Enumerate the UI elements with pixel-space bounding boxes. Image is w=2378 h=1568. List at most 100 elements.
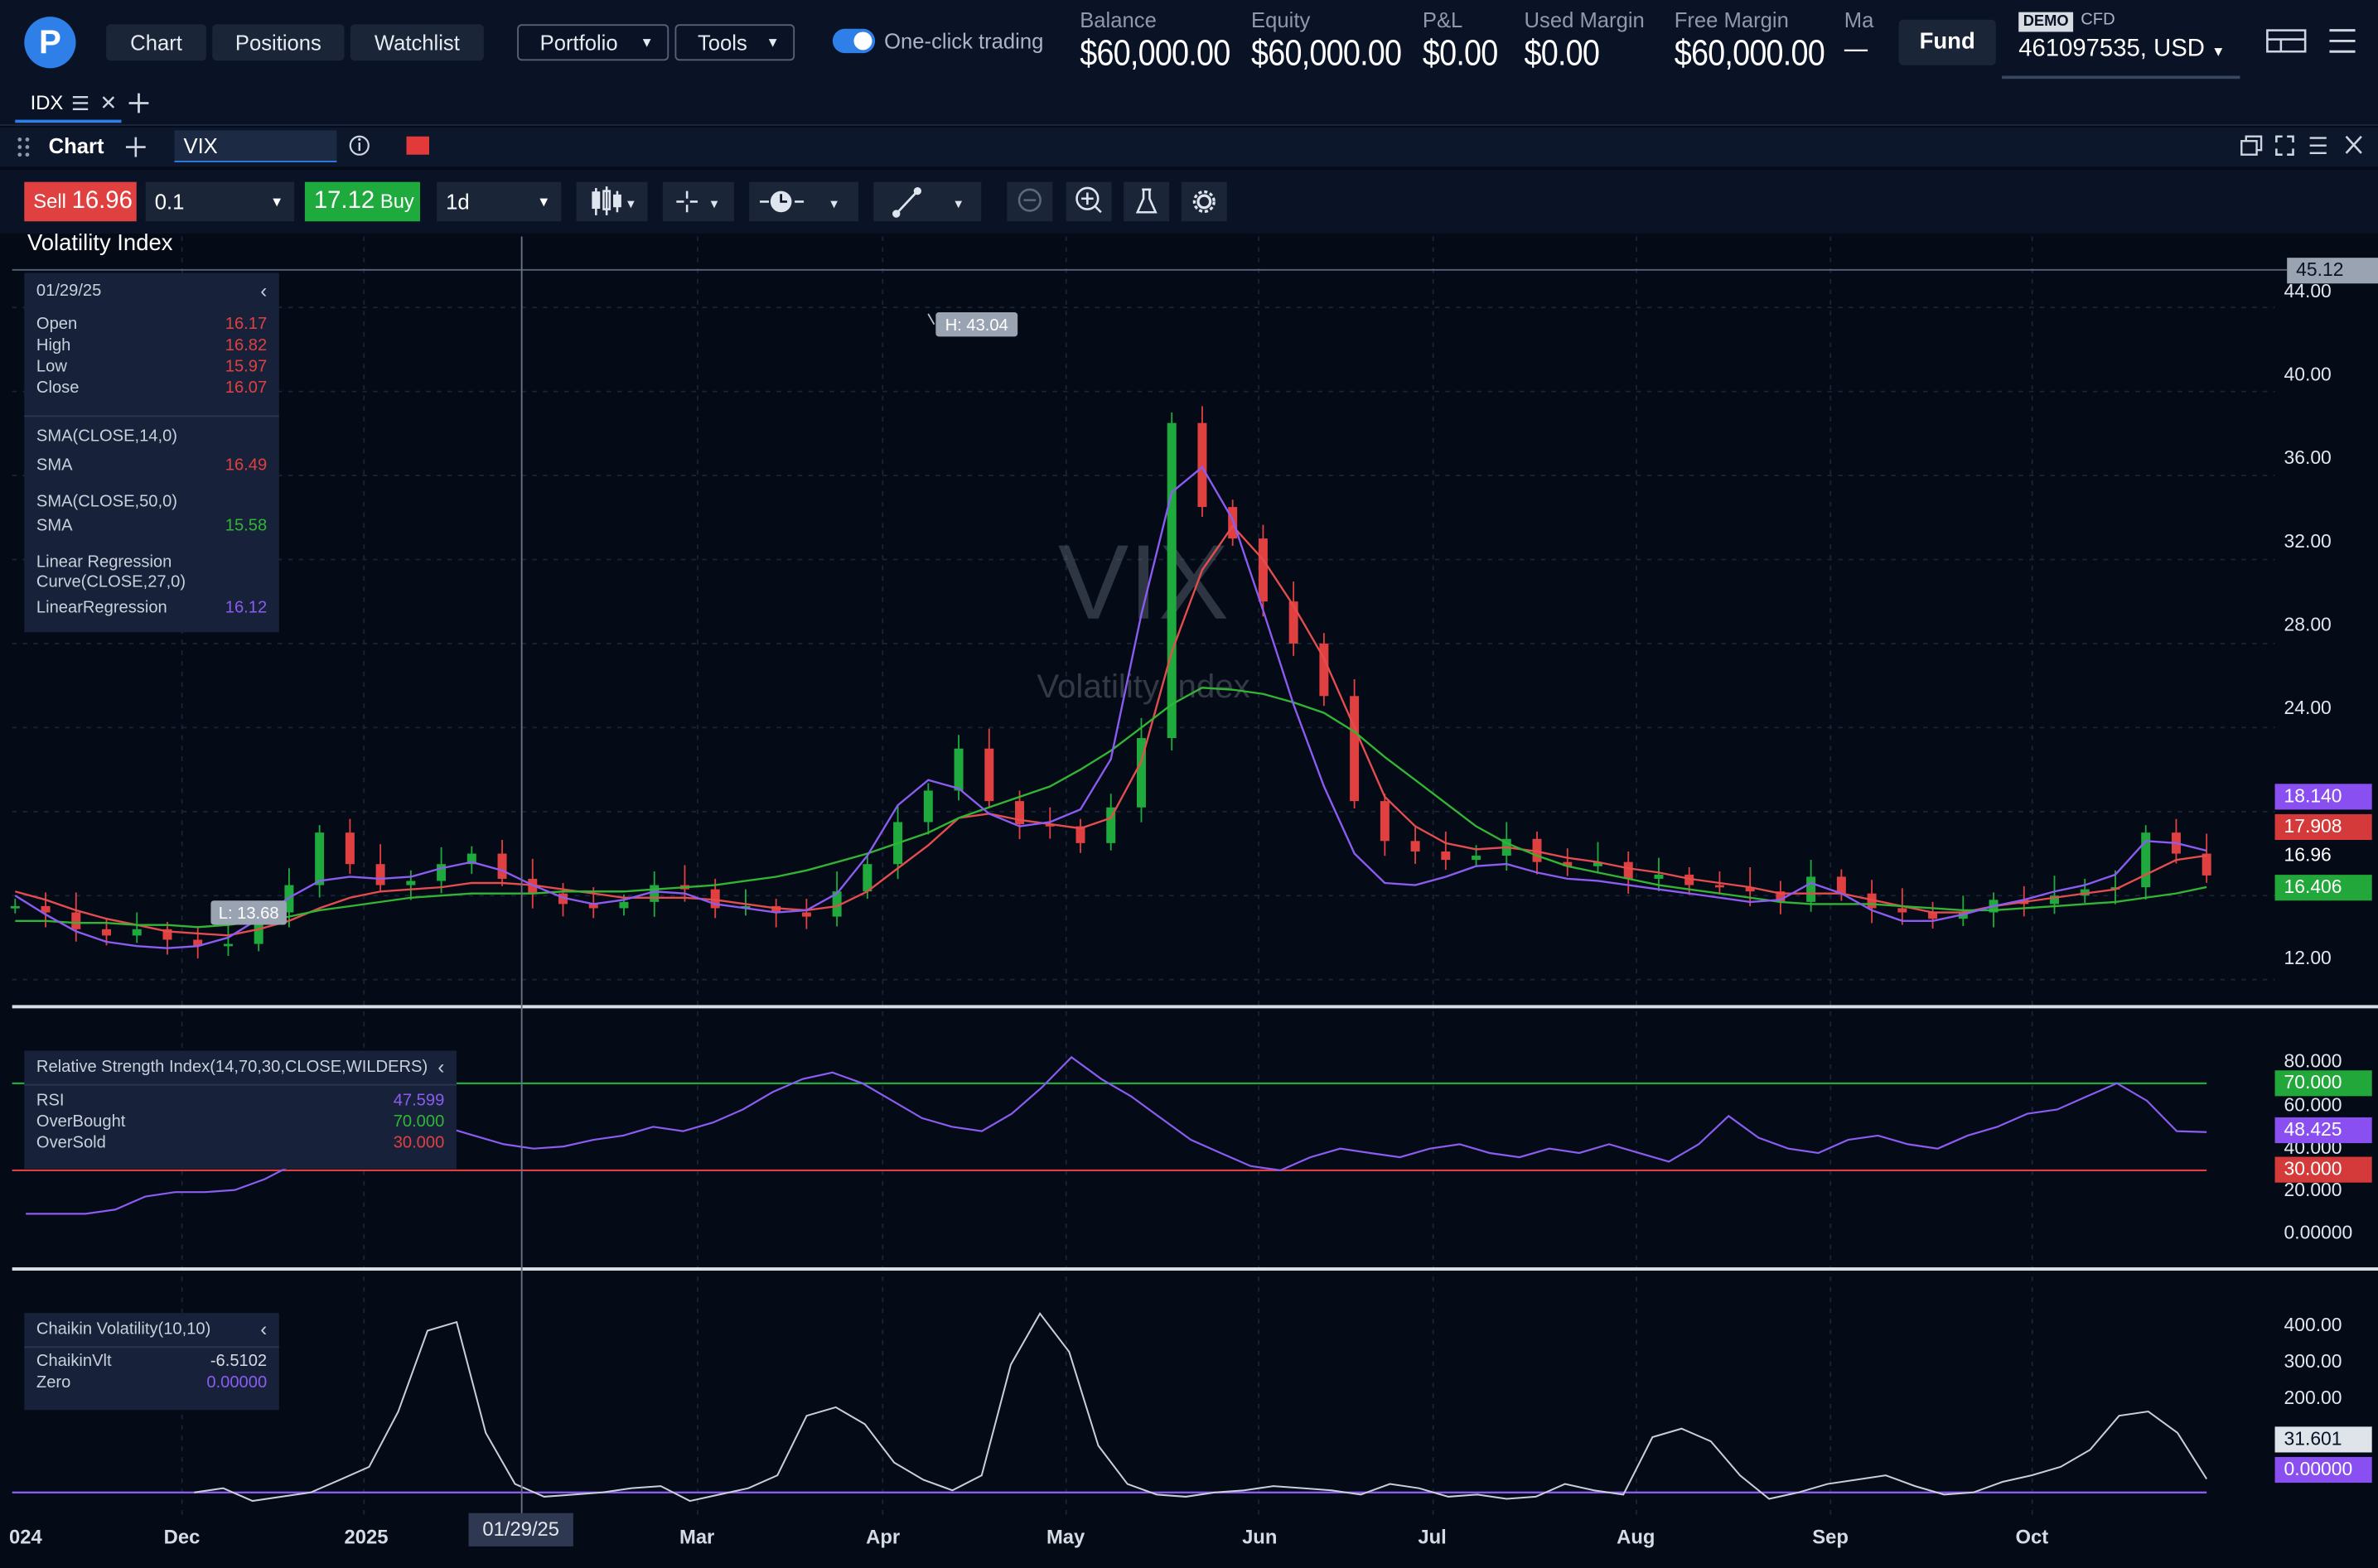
- date-label: Mar: [679, 1525, 715, 1548]
- candle-body: [102, 929, 111, 936]
- candle-body: [406, 880, 416, 885]
- candle-body: [315, 832, 325, 885]
- symbol-input[interactable]: VIX: [174, 130, 337, 162]
- candle-body: [588, 904, 598, 909]
- drawing-tool[interactable]: [873, 181, 982, 222]
- portfolio-dropdown[interactable]: Portfolio ▼: [517, 24, 669, 61]
- candle-body: [1532, 838, 1542, 862]
- color-flag-icon[interactable]: [406, 136, 429, 155]
- candle-body: [1197, 422, 1207, 508]
- lr-label: LinearRegression: [36, 598, 167, 617]
- candle-body: [10, 905, 20, 909]
- candle-body: [1836, 876, 1846, 894]
- chevron-down-icon: ▼: [269, 194, 284, 210]
- brand-logo-icon[interactable]: P: [24, 17, 76, 69]
- candle-body: [1593, 861, 1602, 866]
- add-chart-icon[interactable]: [125, 137, 146, 157]
- popout-icon[interactable]: [2240, 135, 2263, 156]
- maximize-icon[interactable]: [2275, 135, 2294, 156]
- zero-label: Zero: [36, 1373, 71, 1392]
- chart-window-header: Chart VIX: [0, 127, 2378, 167]
- candle-body: [1106, 807, 1116, 843]
- candle-body: [2202, 853, 2211, 876]
- candle-body: [1928, 912, 1938, 919]
- candle-body: [71, 912, 81, 929]
- close-label: Close: [36, 379, 80, 398]
- tab-icons: [72, 93, 149, 113]
- crosshair-tool[interactable]: [662, 181, 734, 222]
- tab-menu-icon[interactable]: [72, 95, 89, 110]
- candle-body: [954, 748, 964, 791]
- rsi-tag-overbought: 70.000: [2274, 1070, 2372, 1097]
- account-selector[interactable]: DEMO CFD 461097535, USD ▼: [2002, 3, 2240, 80]
- chart-window-title: Chart: [48, 133, 104, 158]
- top-bar: P Chart Positions Watchlist Portfolio ▼ T…: [0, 0, 2378, 85]
- fund-button[interactable]: Fund: [1898, 19, 1996, 65]
- rsi-axis-label: 60.000: [2284, 1094, 2342, 1117]
- nav-watchlist-button[interactable]: Watchlist: [350, 24, 484, 61]
- chevron-down-icon: ▼: [766, 35, 780, 51]
- date-label: Apr: [866, 1525, 901, 1548]
- candle-body: [863, 864, 872, 892]
- date-label: Aug: [1617, 1525, 1655, 1548]
- sma14-row: SMA 16.49: [36, 455, 267, 476]
- chaikin-tag-value: 31.601: [2274, 1426, 2372, 1453]
- nav-chart-button[interactable]: Chart: [106, 24, 206, 61]
- quantity-select[interactable]: 0.1 ▼: [145, 181, 295, 222]
- lr-row: LinearRegression 16.12: [36, 597, 267, 619]
- tools-dropdown[interactable]: Tools ▼: [674, 24, 795, 61]
- rsi-title-row: Relative Strength Index(14,70,30,CLOSE,W…: [36, 1054, 445, 1078]
- zero-row: Zero 0.00000: [36, 1372, 267, 1393]
- price-tag-last: 16.96: [2284, 844, 2332, 866]
- rsi-divider: [24, 1083, 457, 1086]
- account-type: CFD: [2081, 10, 2115, 29]
- tab-idx[interactable]: IDX: [15, 85, 122, 123]
- rsi-tag-value: 48.425: [2274, 1117, 2372, 1144]
- add-tab-icon[interactable]: [128, 93, 149, 113]
- sma50-label: SMA: [36, 517, 73, 536]
- axis-label: 24.00: [2284, 697, 2332, 719]
- chart-menu-icon[interactable]: [2309, 137, 2327, 155]
- rsi-label: RSI: [36, 1091, 65, 1110]
- one-click-trading-toggle[interactable]: [832, 28, 876, 54]
- chaikin-tag-zero: 0.00000: [2274, 1456, 2372, 1484]
- sell-button[interactable]: Sell 16.96: [24, 181, 137, 222]
- candle-body: [1654, 874, 1664, 879]
- pnl-label: P&L: [1422, 7, 1463, 32]
- demo-badge: DEMO: [2018, 12, 2074, 32]
- lr-title-2: Curve(CLOSE,27,0): [36, 572, 186, 591]
- high-marker-label: H: 43.04: [945, 316, 1008, 335]
- buy-button[interactable]: 17.12 Buy: [304, 181, 421, 222]
- candle-body: [1623, 861, 1633, 879]
- chaikin-pane: [12, 1312, 2208, 1503]
- candle-body: [1867, 893, 1877, 909]
- candle-body: [558, 893, 568, 905]
- candle-body: [1380, 801, 1390, 842]
- candle-body: [223, 943, 233, 947]
- timeframe-select[interactable]: 1d ▼: [437, 181, 562, 222]
- candle-body: [132, 929, 142, 936]
- close-tab-icon[interactable]: [102, 96, 115, 109]
- drag-handle-icon[interactable]: [17, 138, 30, 157]
- rsi-axis-label: 20.000: [2284, 1180, 2342, 1201]
- collapse-icon[interactable]: ‹: [260, 278, 268, 302]
- info-icon[interactable]: [349, 135, 370, 156]
- rsi-tag-oversold: 30.000: [2274, 1156, 2372, 1183]
- toggle-knob: [853, 31, 872, 51]
- chart-toolbar: Sell 16.96 0.1 ▼ 17.12 Buy 1d ▼ ▼ ▼ ▼ ▼: [0, 170, 2378, 234]
- crosshair-date-label: 01/29/25: [468, 1513, 573, 1546]
- date-label: Dec: [163, 1525, 201, 1548]
- candle-body: [923, 790, 933, 823]
- high-marker: H: 43.04: [927, 312, 1018, 337]
- balance-stat: Balance $60,000.00: [1080, 7, 1254, 75]
- nav-positions-button[interactable]: Positions: [212, 24, 345, 61]
- candle-body: [345, 832, 355, 865]
- collapse-icon[interactable]: ‹: [260, 1317, 268, 1341]
- chart-type-tool[interactable]: [576, 181, 648, 222]
- chaikin-line: [194, 1312, 2208, 1503]
- close-chart-icon[interactable]: [2345, 135, 2362, 154]
- instrument-name: Volatility Index: [27, 230, 173, 257]
- collapse-icon[interactable]: ‹: [437, 1054, 445, 1078]
